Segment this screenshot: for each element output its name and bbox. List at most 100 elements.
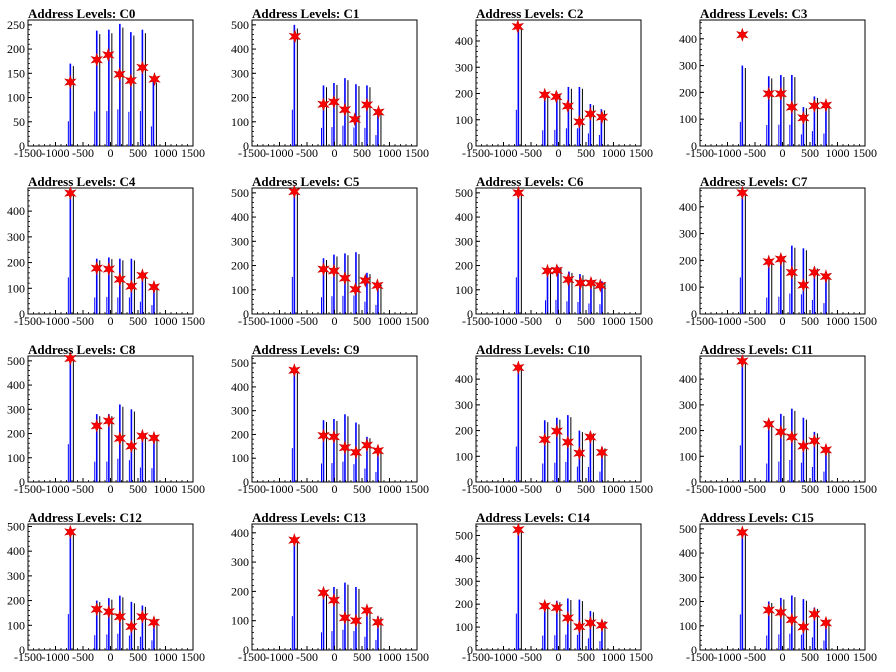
y-tick-label: 0 xyxy=(243,643,249,657)
peak-marker xyxy=(90,52,103,67)
y-tick-label: 100 xyxy=(7,91,25,105)
peak-marker xyxy=(762,254,775,269)
peak-marker xyxy=(512,522,525,537)
chart-svg: 0 100 200 300 400 500 -1500 -1000 -500 0 500 1000 15… xyxy=(455,185,653,328)
x-tick-label: 1000 xyxy=(602,146,626,160)
y-tick-label: 300 xyxy=(679,227,697,241)
chart-svg: 0 100 200 300 400 -1500 -1000 -500 0 500 1000 1500 xyxy=(679,353,877,496)
x-tick-label: -1000 xyxy=(266,482,294,496)
peak-marker xyxy=(349,445,363,460)
y-tick-label: 300 xyxy=(679,59,697,73)
chart-title: Address Levels: C3 xyxy=(700,6,808,21)
chart-panel: 0 100 200 300 400 -1500 -1000 -500 0 500 1000 1500 A… xyxy=(0,168,224,336)
peak-marker xyxy=(102,47,115,63)
plot-frame xyxy=(27,19,194,147)
peak-marker xyxy=(371,278,384,293)
peak-marker xyxy=(90,418,103,433)
chart-panel: 0 100 200 300 400 500 -1500 -1000 -500 0 500 1000 15… xyxy=(0,504,224,672)
peak-marker xyxy=(64,351,77,366)
chart-panel: 0 100 200 300 400 -1500 -1000 -500 0 500 1000 1500 A… xyxy=(448,336,672,504)
y-tick-label: 200 xyxy=(679,253,697,267)
y-tick-label: 500 xyxy=(455,528,473,542)
y-tick-label: 200 xyxy=(455,597,473,611)
chart-title: Address Levels: C12 xyxy=(28,510,142,525)
peak-marker xyxy=(512,360,525,375)
x-tick-label: 0 xyxy=(108,146,114,160)
x-tick-label: 500 xyxy=(129,650,147,664)
x-tick-label: 500 xyxy=(353,146,371,160)
x-tick-label: -500 xyxy=(296,482,318,496)
chart-panel: 0 100 200 300 400 500 -1500 -1000 -500 0 500 1000 15… xyxy=(224,168,448,336)
y-tick-label: 300 xyxy=(679,398,697,412)
peak-marker xyxy=(317,262,330,277)
y-tick-label: 100 xyxy=(231,451,249,465)
peak-marker xyxy=(573,446,586,461)
y-tick-label: 100 xyxy=(231,283,249,297)
x-tick-label: 500 xyxy=(801,314,819,328)
x-tick-label: -1000 xyxy=(266,314,294,328)
peak-marker xyxy=(64,524,77,540)
x-tick-label: 1500 xyxy=(629,314,653,328)
y-tick-label: 200 xyxy=(231,91,249,105)
peak-marker xyxy=(785,99,799,115)
chart-svg: 0 100 200 300 400 500 -1500 -1000 -500 0 500 1000 15… xyxy=(231,184,429,328)
x-tick-label: 0 xyxy=(108,314,114,328)
y-tick-label: 100 xyxy=(231,115,249,129)
y-tick-label: 200 xyxy=(231,427,249,441)
peak-marker xyxy=(338,440,352,455)
x-tick-label: 0 xyxy=(108,482,114,496)
peak-marker xyxy=(288,532,301,548)
y-tick-label: 100 xyxy=(679,280,697,294)
chart-panel: 0 100 200 300 400 500 -1500 -1000 -500 0 500 1000 15… xyxy=(224,0,448,168)
peak-marker xyxy=(338,610,352,625)
peak-marker xyxy=(113,431,127,446)
x-tick-label: -1000 xyxy=(714,146,742,160)
y-tick-label: 200 xyxy=(455,424,473,438)
peak-marker xyxy=(538,87,551,102)
peak-marker xyxy=(360,603,374,618)
chart-title: Address Levels: C0 xyxy=(28,6,136,21)
peak-marker xyxy=(538,598,551,614)
x-tick-label: -1000 xyxy=(42,482,70,496)
x-tick-label: 0 xyxy=(332,650,338,664)
y-tick-label: 100 xyxy=(679,112,697,126)
y-tick-label: 0 xyxy=(243,475,249,489)
y-tick-label: 150 xyxy=(7,66,25,80)
y-tick-label: 0 xyxy=(467,307,473,321)
peak-marker xyxy=(327,263,341,279)
chart-svg: 0 100 200 300 400 -1500 -1000 -500 0 500 1000 1500 xyxy=(679,185,877,328)
x-tick-label: 0 xyxy=(332,146,338,160)
x-tick-label: 500 xyxy=(353,650,371,664)
x-tick-label: -500 xyxy=(72,314,94,328)
peak-marker xyxy=(819,615,833,631)
y-tick-label: 200 xyxy=(231,584,249,598)
peak-marker xyxy=(808,433,821,449)
x-tick-label: 1000 xyxy=(826,314,850,328)
x-tick-label: 500 xyxy=(577,146,595,160)
y-tick-label: 400 xyxy=(7,544,25,558)
y-tick-label: 300 xyxy=(455,60,473,74)
peak-marker xyxy=(808,606,821,622)
y-tick-label: 400 xyxy=(679,372,697,386)
chart-panel: 0 100 200 300 400 500 -1500 -1000 -500 0 500 1000 15… xyxy=(448,504,672,672)
y-tick-label: 100 xyxy=(231,614,249,628)
x-tick-label: -500 xyxy=(520,650,542,664)
peak-marker xyxy=(90,261,103,276)
peak-marker xyxy=(360,437,374,453)
chart-svg: 0 100 200 300 400 500 -1500 -1000 -500 0 500 1000 15… xyxy=(7,351,205,496)
x-tick-label: 0 xyxy=(332,482,338,496)
y-tick-label: 300 xyxy=(231,404,249,418)
x-tick-label: 1500 xyxy=(853,650,877,664)
peak-marker xyxy=(538,432,551,447)
peak-marker xyxy=(327,593,341,608)
x-tick-label: 500 xyxy=(129,482,147,496)
peak-marker xyxy=(327,429,341,444)
peak-marker xyxy=(349,613,363,628)
x-tick-label: 500 xyxy=(577,482,595,496)
chart-panel: 0 100 200 300 400 -1500 -1000 -500 0 500 1000 1500 A… xyxy=(672,0,896,168)
y-tick-label: 500 xyxy=(679,522,697,536)
peak-marker xyxy=(113,272,127,287)
x-tick-label: 0 xyxy=(556,650,562,664)
x-tick-label: -1500 xyxy=(14,650,42,664)
